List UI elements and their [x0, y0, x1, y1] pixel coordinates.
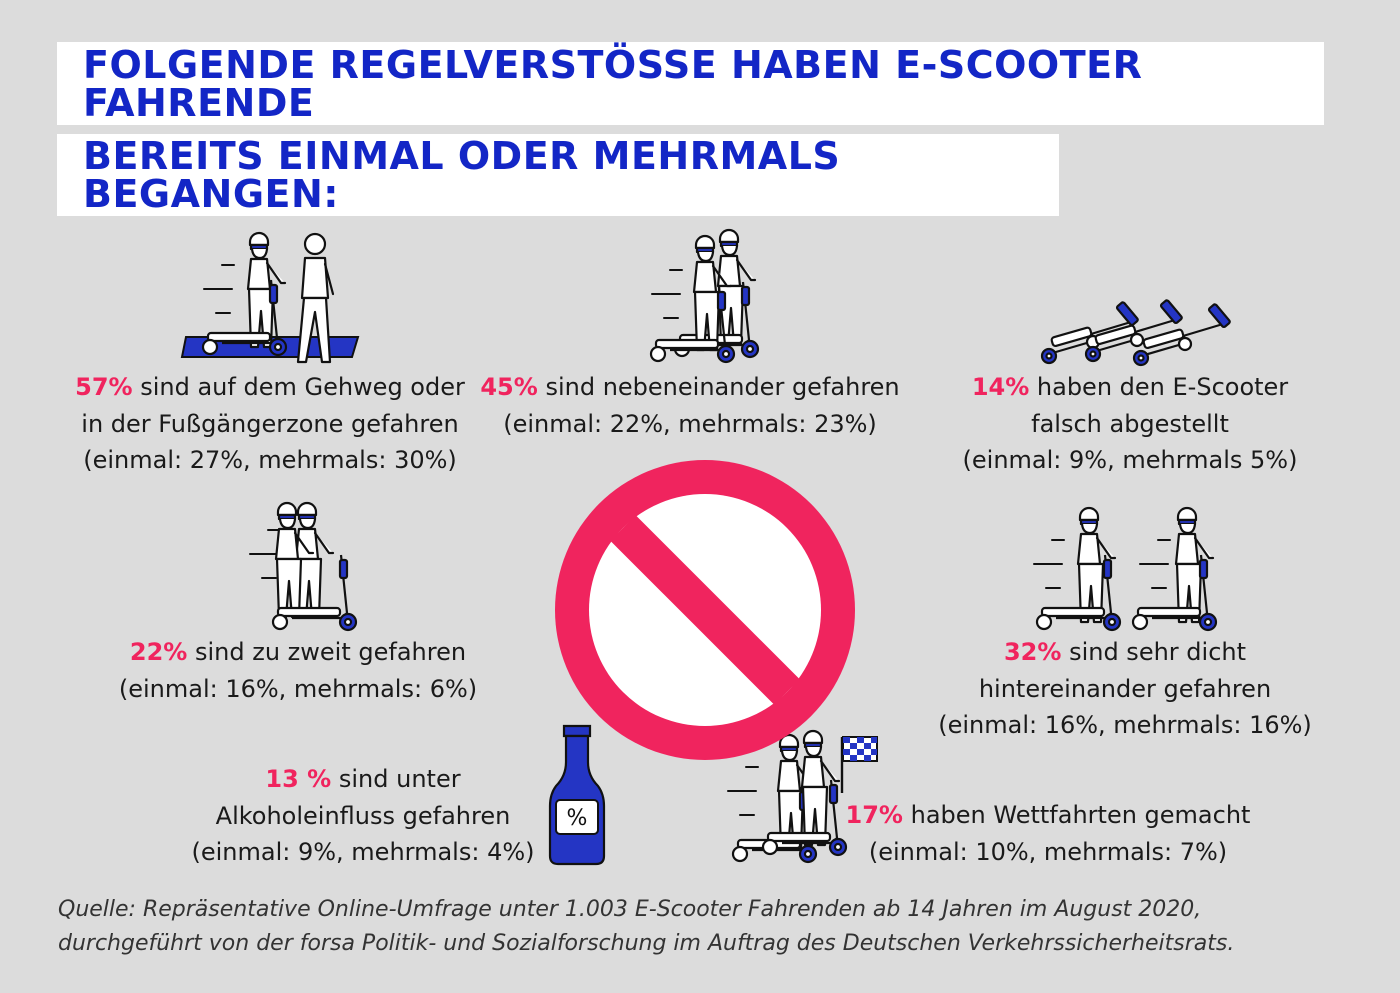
- stat-side-by-side: 45% sind nebeneinander gefahren (einmal:…: [480, 373, 900, 438]
- stat-tailgating: 32% sind sehr dicht hintereinander gefah…: [938, 638, 1312, 739]
- stat-percent: 22%: [129, 638, 188, 666]
- stat-percent: 45%: [480, 373, 538, 401]
- checkered-flag-icon: [842, 736, 878, 762]
- stat-parking: 14% haben den E-Scooter falsch abgestell…: [962, 373, 1298, 474]
- stat-racing: 17% haben Wettfahrten gemacht (einmal: 1…: [845, 801, 1251, 866]
- alcohol-bottle-icon: %: [548, 724, 606, 866]
- bottle-label: %: [567, 806, 588, 831]
- stat-percent: 57%: [75, 373, 133, 401]
- title-line-1: FOLGENDE REGELVERSTÖSSE HABEN E-SCOOTER …: [57, 42, 1324, 125]
- title-line-2: BEREITS EINMAL ODER MEHRMALS BEGANGEN:: [57, 134, 1059, 216]
- stat-two-riders: 22% sind zu zweit gefahren (einmal: 16%,…: [118, 638, 478, 703]
- stat-percent: 13 %: [265, 765, 332, 793]
- prohibition-sign-icon: [555, 460, 855, 760]
- stat-alcohol: 13 % sind unter Alkoholeinfluss gefahren…: [191, 765, 535, 866]
- stat-sidewalk: 57% sind auf dem Gehweg oder in der Fußg…: [75, 373, 465, 474]
- sidewalk-riding-icon: [180, 231, 360, 364]
- stat-percent: 17%: [845, 801, 903, 829]
- stat-percent: 32%: [1003, 638, 1062, 666]
- race-riders-icon: [727, 729, 878, 864]
- stat-percent: 14%: [971, 373, 1030, 401]
- source-note: Quelle: Repräsentative Online-Umfrage un…: [58, 897, 1235, 956]
- tailgating-riders-icon: [1033, 506, 1218, 632]
- two-on-scooter-icon: [249, 501, 358, 632]
- side-by-side-riders-icon: [649, 228, 760, 364]
- parked-scooters-icon: [1040, 298, 1232, 367]
